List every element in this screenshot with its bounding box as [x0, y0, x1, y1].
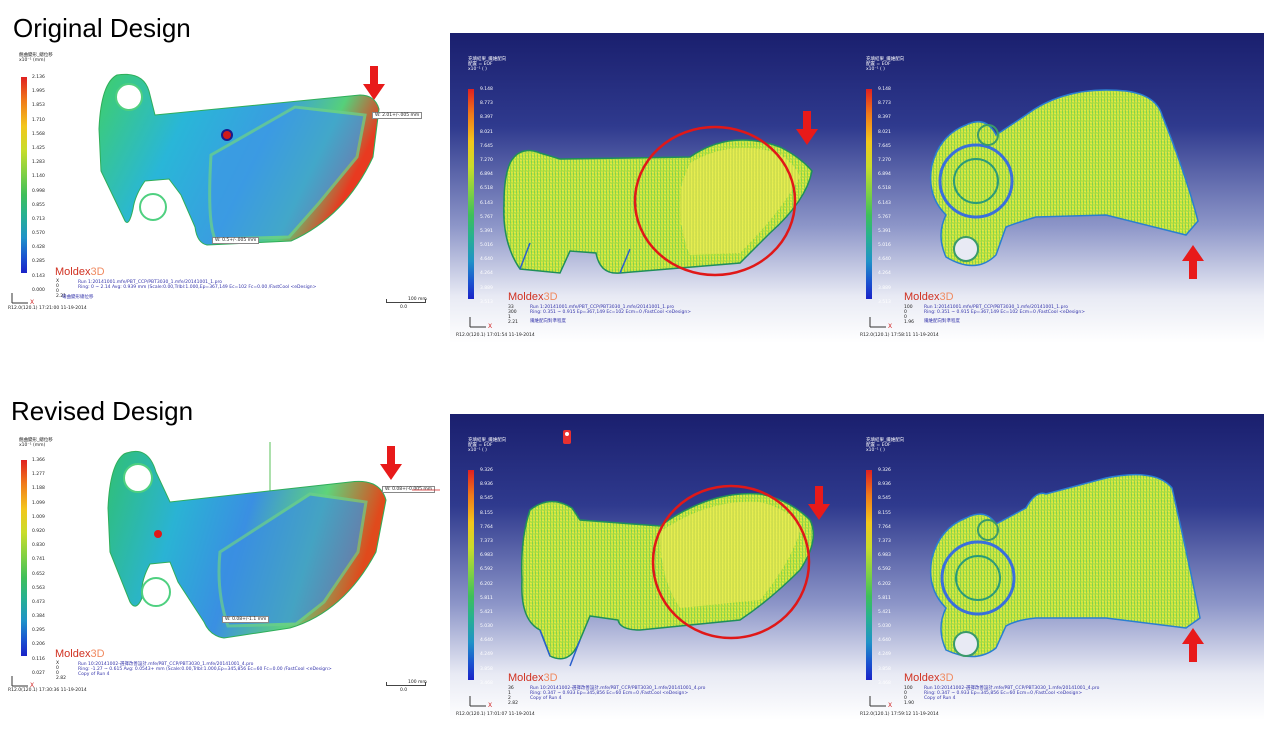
result-note: 彎曲變形總位移 — [62, 295, 94, 300]
color-bar — [21, 460, 27, 656]
scale-label: 100 mm — [408, 680, 427, 685]
revised-design-title: Revised Design — [11, 396, 194, 426]
arrow-down-icon — [808, 486, 830, 520]
original-warpage-panel: 翹曲變形_總位移 x10⁻¹ (mm) 2.136 1.995 1.853 1.710 … — [0, 45, 440, 317]
color-bar — [866, 89, 872, 299]
footer-stamp: R12.0(120.1) 17:01:07 11-19-2014 — [456, 712, 535, 717]
side-values: 100 0 0 1.90 — [904, 686, 915, 706]
part-geometry — [98, 73, 380, 246]
run-info: Run 10:20141002-選擇改善設計.mfe/PBT_CCP/PBT30… — [78, 662, 332, 677]
warpage-header: 翹曲變形_總位移 x10⁻¹ (mm) — [19, 438, 53, 448]
fiber-part-geometry — [520, 492, 815, 667]
color-bar-ticks: 9.148 8.773 8.397 8.021 7.645 7.270 6.894 6.51… — [480, 87, 493, 305]
moldex-logo: Moldex3D — [508, 672, 558, 684]
svg-text:X: X — [488, 702, 492, 708]
side-values: 100 0 0 1.96 — [904, 305, 915, 325]
footer-stamp: R12.0(120.1) 17:01:54 11-19-2014 — [456, 333, 535, 338]
svg-text:X: X — [488, 323, 492, 329]
result-note: 纖維配向對準程度 — [924, 319, 960, 324]
arrow-down-icon — [796, 111, 818, 145]
run-info: Run 1:20141001.mfe/PBT_CCP/PBT3030_1.mfe… — [78, 280, 317, 290]
side-values: X 0 0 2.82 — [56, 661, 67, 681]
svg-text:X: X — [30, 682, 34, 688]
moldex-logo: Moldex3D — [904, 672, 954, 684]
axis-triad: X — [11, 676, 34, 688]
footer-stamp: R12.0(120.1) 17:30:36 11-19-2014 — [8, 688, 87, 693]
footer-stamp: R12.0(120.1) 17:59:12 11-19-2014 — [860, 712, 939, 717]
warpage-header: 翹曲變形_總位移 x10⁻¹ (mm) — [19, 53, 53, 63]
axis-triad: X — [869, 696, 892, 708]
fiber-part-geometry — [929, 473, 1201, 658]
color-bar-ticks: 1.366 1.277 1.188 1.099 1.009 0.920 0.830 0.74… — [32, 458, 45, 676]
color-bar-ticks: 9.148 8.773 8.397 8.021 7.645 7.270 6.894 6.51… — [878, 87, 891, 305]
color-bar — [866, 470, 872, 680]
callout-top: W: 0.08+/-0.005 mm — [382, 486, 436, 493]
fiber-part-geometry — [503, 139, 813, 274]
revised-warpage-panel: 翹曲變形_總位移 x10⁻¹ (mm) 1.366 1.277 1.188 1.099 … — [0, 430, 440, 700]
color-bar-ticks: 9.326 8.936 8.545 8.155 7.764 7.373 6.983 6.59… — [878, 468, 891, 686]
side-values: 33 300 1 2.21 — [508, 305, 519, 325]
part-geometry — [107, 442, 387, 639]
moldex-logo: Moldex3D — [904, 291, 954, 303]
fiber-header: 充填結果_纖維配向 配置 = EOF x10⁻¹ ( ) — [468, 57, 507, 72]
callout-leader-line — [412, 489, 440, 491]
callout-bottom: W: 0.08+/-1.1 mm — [222, 616, 270, 623]
revised-fiber-panel-2: 充填結果_纖維配向 配置 = EOF x10⁻¹ ( ) 9.326 8.936 8.5… — [856, 414, 1264, 720]
result-note: 纖維配向對準程度 — [530, 319, 566, 324]
callout-bottom: W: 0.5+/-.005 mm — [212, 237, 260, 244]
moldex-logo: Moldex3D — [508, 291, 558, 303]
axis-triad: X — [469, 317, 492, 329]
fiber-part-geometry — [563, 430, 571, 444]
original-fiber-panel-1: 充填結果_纖維配向 配置 = EOF x10⁻¹ ( ) 9.148 8.773 8.3… — [450, 33, 856, 343]
fiber-part-geometry — [929, 89, 1199, 267]
footer-stamp: R12.0(120.1) 17:58:11 11-19-2014 — [860, 333, 939, 338]
moldex-logo: Moldex3D — [55, 266, 105, 278]
svg-text:X: X — [888, 323, 892, 329]
svg-text:X: X — [30, 299, 34, 305]
color-bar-ticks: 9.326 8.936 8.545 8.155 7.764 7.373 6.983 6.59… — [480, 468, 493, 686]
color-bar — [468, 470, 474, 680]
original-fiber-panel-2: 充填結果_纖維配向 配置 = EOF x10⁻¹ ( ) 9.148 8.773 8.3… — [856, 33, 1264, 343]
run-info: Run 1:20141001.mfe/PBT_CCP/PBT3030_1.mfe… — [924, 305, 1085, 315]
arrow-up-icon — [1182, 245, 1204, 279]
arrow-down-icon — [380, 446, 402, 480]
axis-triad: X — [869, 317, 892, 329]
color-bar-ticks: 2.136 1.995 1.853 1.710 1.568 1.425 1.283 1.14… — [32, 75, 45, 293]
svg-text:X: X — [888, 702, 892, 708]
run-info: Run 10:20141002-選擇改善設計.mfe/PBT_CCP/PBT30… — [924, 686, 1100, 701]
footer-stamp: R12.0(120.1) 17:21:00 11-19-2014 — [8, 306, 87, 311]
fiber-header: 充填結果_纖維配向 配置 = EOF x10⁻¹ ( ) — [866, 438, 905, 453]
scale-label: 100 mm — [408, 297, 427, 302]
scale-value: 0.0 — [400, 688, 408, 693]
arrow-up-icon — [1182, 628, 1204, 662]
color-bar — [468, 89, 474, 299]
original-design-title: Original Design — [13, 13, 191, 43]
side-values: 36 1 2 2.82 — [508, 686, 519, 706]
run-info: Run 10:20141002-選擇改善設計.mfe/PBT_CCP/PBT30… — [530, 686, 706, 701]
scale-bar — [386, 682, 426, 686]
highlight-circle — [633, 125, 797, 277]
axis-triad: X — [469, 696, 492, 708]
arrow-down-icon — [363, 66, 385, 100]
revised-fiber-panel-1: 充填結果_纖維配向 配置 = EOF x10⁻¹ ( ) 9.326 8.936 8.5… — [450, 414, 856, 720]
moldex-logo: Moldex3D — [55, 648, 105, 660]
highlight-circle — [651, 484, 811, 640]
side-values: X 0 0 2.21 — [56, 279, 67, 299]
color-bar — [21, 77, 27, 273]
scale-value: 0.0 — [400, 305, 408, 310]
callout-top: W: 2.01+/-.005 mm — [372, 112, 423, 119]
axis-triad: X — [11, 293, 34, 305]
scale-bar — [386, 299, 426, 303]
fiber-header: 充填結果_纖維配向 配置 = EOF x10⁻¹ ( ) — [866, 57, 905, 72]
run-info: Run 1:20141001.mfe/PBT_CCP/PBT3030_1.mfe… — [530, 305, 691, 315]
fiber-header: 充填結果_纖維配向 配置 = EOF x10⁻¹ ( ) — [468, 438, 507, 453]
